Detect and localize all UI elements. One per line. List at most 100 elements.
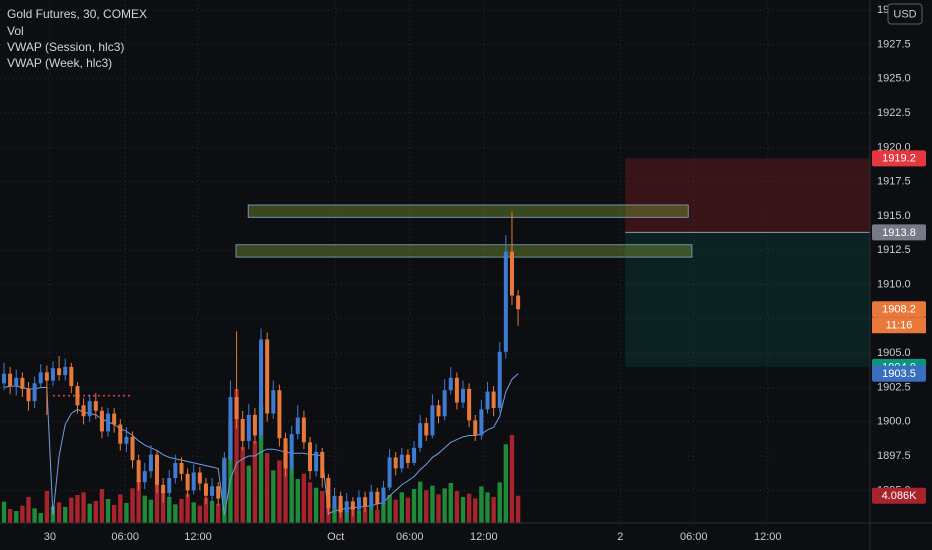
candle-body xyxy=(26,388,31,402)
volume-bar xyxy=(69,497,74,523)
plot-area xyxy=(0,0,870,523)
candle-body xyxy=(44,372,49,381)
currency-label[interactable]: USD xyxy=(893,8,916,20)
volume-bar xyxy=(32,508,37,523)
candle-body xyxy=(442,390,447,417)
price-label-box xyxy=(872,365,926,382)
volume-bar xyxy=(63,507,68,523)
volume-bar xyxy=(160,491,166,523)
price-label: 1903.5 xyxy=(882,368,916,380)
volume-bar xyxy=(167,497,172,523)
price-axis-panel xyxy=(870,0,932,550)
volume-bar xyxy=(466,493,472,523)
y-tick-label: 1900.0 xyxy=(877,416,911,428)
candle-body xyxy=(57,368,62,376)
volume-bar xyxy=(252,441,258,523)
volume-bar xyxy=(448,483,453,523)
y-tick-label: 1905.0 xyxy=(877,347,911,359)
target-zone xyxy=(625,232,870,367)
candle-body xyxy=(467,388,472,421)
volume-bar xyxy=(332,507,337,523)
price-label: 1919.2 xyxy=(882,153,916,165)
candle-body xyxy=(485,391,490,410)
x-tick-label: 12:00 xyxy=(470,531,498,543)
y-tick-label: 1915.0 xyxy=(877,210,911,222)
y-tick-label: 1922.5 xyxy=(877,107,911,119)
volume-bar xyxy=(14,511,19,523)
x-tick-label: 2 xyxy=(617,531,623,543)
price-label: 4.086K xyxy=(882,490,918,502)
y-tick-label: 1912.5 xyxy=(877,244,911,256)
x-tick-label: 06:00 xyxy=(111,531,139,543)
candle-body xyxy=(369,491,374,507)
volume-bar xyxy=(491,497,496,523)
candle-body xyxy=(301,417,306,443)
candle-body xyxy=(332,495,337,509)
axes: 1895.01897.51900.01902.51905.01907.51910… xyxy=(44,4,926,543)
volume-bar xyxy=(209,501,215,523)
candle-body xyxy=(436,405,441,417)
candle-body xyxy=(148,454,153,472)
volume-bar xyxy=(75,495,80,523)
volume-bar xyxy=(295,479,300,523)
candle-body xyxy=(112,413,117,425)
candle-body xyxy=(228,397,233,461)
y-tick-label: 1902.5 xyxy=(877,381,911,393)
candle-body xyxy=(356,497,361,510)
volume-bar xyxy=(203,497,209,523)
volume-bar xyxy=(313,487,319,523)
volume-bar xyxy=(228,421,233,523)
volume-bar xyxy=(99,489,105,523)
candle-body xyxy=(136,460,141,483)
x-tick-label: 06:00 xyxy=(680,531,708,543)
volume-bar xyxy=(515,495,521,523)
candle-body xyxy=(50,368,55,381)
price-label-box xyxy=(872,301,926,318)
candle-body xyxy=(430,405,435,436)
price-label-box xyxy=(872,487,926,504)
candle-body xyxy=(185,473,190,491)
chart-title: Gold Futures, 30, COMEX xyxy=(7,7,147,21)
candle-body xyxy=(381,487,386,505)
candle-body xyxy=(399,454,404,469)
candle-body xyxy=(63,366,68,376)
volume-bar xyxy=(148,499,154,523)
candle-body xyxy=(167,477,172,494)
candle-body xyxy=(497,351,502,409)
price-label: 1913.8 xyxy=(882,227,916,239)
candle-body xyxy=(412,447,417,463)
candle-body xyxy=(271,390,276,414)
candle-body xyxy=(234,397,239,420)
x-tick-label: 30 xyxy=(44,531,56,543)
candle-body xyxy=(509,251,514,296)
volume-bar xyxy=(179,499,184,523)
volume-bar xyxy=(271,470,276,523)
candle-body xyxy=(461,388,466,403)
candle-body xyxy=(295,417,300,435)
y-tick-label: 1920.0 xyxy=(877,141,911,153)
volume-bar xyxy=(81,492,86,523)
candle-body xyxy=(252,414,257,436)
candle-body xyxy=(179,462,184,474)
volume-bar xyxy=(424,490,429,523)
candle-body xyxy=(448,377,453,391)
candle-body xyxy=(265,339,270,414)
currency-button[interactable] xyxy=(887,3,923,25)
y-tick-label: 1925.0 xyxy=(877,73,911,85)
candle-body xyxy=(283,438,288,469)
time-axis-panel xyxy=(0,523,870,550)
volume-bar xyxy=(473,498,478,523)
candle-body xyxy=(516,295,521,310)
volume-bar xyxy=(44,491,50,523)
candle-body xyxy=(308,442,313,472)
volume-bar xyxy=(497,482,502,523)
y-tick-label: 1897.5 xyxy=(877,450,911,462)
volume-bar xyxy=(356,510,362,523)
candle-body xyxy=(289,434,294,469)
volume-bar xyxy=(362,507,368,523)
candle-body xyxy=(155,454,160,485)
volume-bar xyxy=(258,404,264,523)
volume-bar xyxy=(369,505,374,523)
volume-bar xyxy=(393,499,398,523)
